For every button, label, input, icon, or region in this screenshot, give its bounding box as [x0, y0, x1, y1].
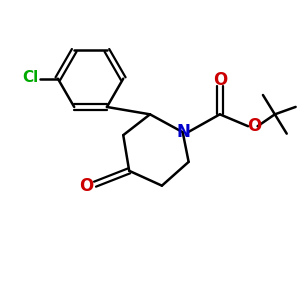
Text: O: O: [248, 117, 262, 135]
Text: O: O: [80, 177, 94, 195]
Text: Cl: Cl: [22, 70, 39, 85]
Text: O: O: [213, 70, 227, 88]
Text: N: N: [176, 123, 190, 141]
